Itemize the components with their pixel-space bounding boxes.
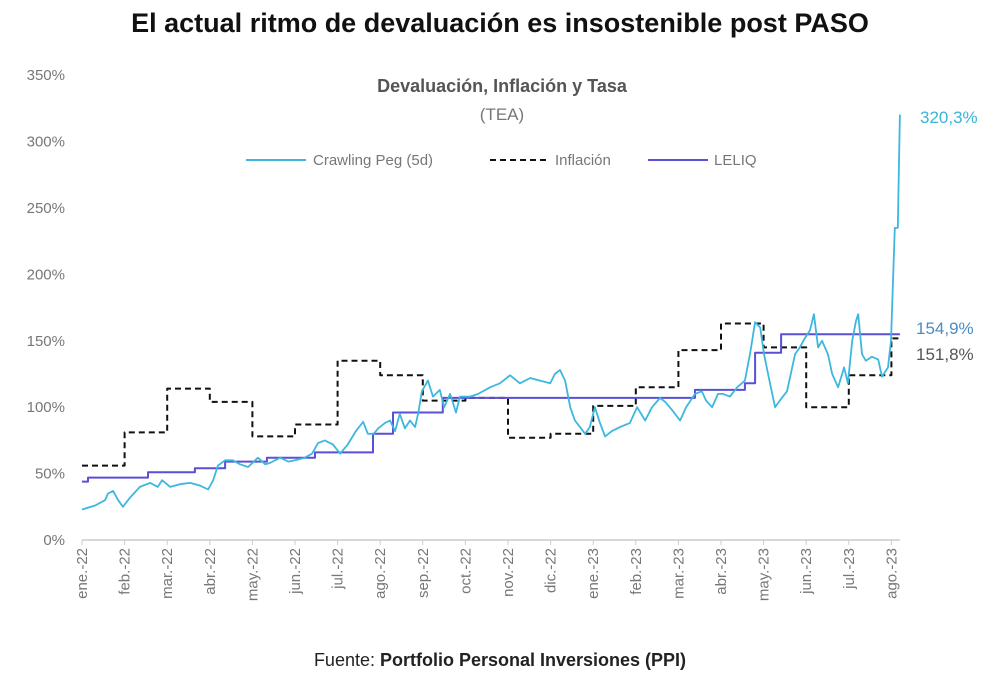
y-tick-label: 200% bbox=[27, 266, 65, 283]
x-tick-label: ene.-23 bbox=[585, 548, 602, 599]
legend-label-crawling: Crawling Peg (5d) bbox=[313, 152, 433, 169]
y-axis: 0% 50% 100% 150% 200% 250% 300% 350% bbox=[27, 67, 65, 549]
y-tick-label: 50% bbox=[35, 466, 65, 483]
y-tick-label: 300% bbox=[27, 134, 65, 151]
source-prefix: Fuente: bbox=[313, 650, 380, 670]
x-tick-label: abr.-23 bbox=[713, 548, 730, 595]
y-tick-label: 0% bbox=[43, 532, 65, 549]
end-label-crawling: 320,3% bbox=[920, 108, 978, 127]
end-label-inflacion: 151,8% bbox=[916, 345, 974, 364]
x-tick-label: jul.-22 bbox=[330, 548, 347, 590]
x-tick-label: jul.-23 bbox=[841, 548, 858, 590]
series-inflacion bbox=[82, 322, 900, 467]
source-name: Portfolio Personal Inversiones (PPI) bbox=[379, 650, 687, 670]
x-tick-label: mar.-23 bbox=[670, 548, 687, 599]
x-tick-label: sep.-22 bbox=[415, 548, 432, 598]
series-crawling-peg bbox=[81, 114, 901, 511]
x-tick-label: mar.-22 bbox=[159, 548, 176, 599]
y-tick-label: 150% bbox=[27, 333, 65, 350]
y-tick-label: 350% bbox=[27, 67, 65, 84]
x-tick-label: jun.-22 bbox=[287, 548, 304, 595]
x-tick-label: may.-22 bbox=[244, 548, 261, 601]
y-tick-label: 100% bbox=[27, 399, 65, 416]
x-tick-label: ene.-22 bbox=[74, 548, 91, 599]
chart-subtitle: Devaluación, Inflación y Tasa bbox=[377, 76, 628, 96]
legend: Crawling Peg (5d) Inflación LELIQ bbox=[246, 152, 757, 169]
x-tick-label: nov.-22 bbox=[500, 548, 517, 597]
legend-label-leliq: LELIQ bbox=[714, 152, 757, 169]
chart-unit: (TEA) bbox=[480, 105, 524, 124]
x-tick-label: may.-23 bbox=[756, 548, 773, 601]
x-tick-label: abr.-22 bbox=[202, 548, 219, 595]
plot-area bbox=[81, 114, 901, 511]
end-label-leliq: 154,9% bbox=[916, 319, 974, 338]
y-tick-label: 250% bbox=[27, 200, 65, 217]
x-tick-label: feb.-22 bbox=[117, 548, 134, 595]
x-tick-label: ago.-22 bbox=[372, 548, 389, 599]
x-tick-label: oct.-22 bbox=[457, 548, 474, 594]
legend-label-inflacion: Inflación bbox=[555, 152, 611, 169]
x-tick-label: feb.-23 bbox=[628, 548, 645, 595]
series-leliq bbox=[82, 333, 900, 483]
x-axis: ene.-22 feb.-22 mar.-22 abr.-22 may.-22 jun.-… bbox=[74, 539, 900, 601]
x-tick-label: dic.-22 bbox=[543, 548, 560, 593]
chart-title: El actual ritmo de devaluación es insost… bbox=[131, 8, 869, 38]
source-footer: Fuente: Portfolio Personal Inversiones (… bbox=[0, 650, 1000, 671]
x-tick-label: jun.-23 bbox=[798, 548, 815, 595]
x-tick-label: ago.-23 bbox=[883, 548, 900, 599]
